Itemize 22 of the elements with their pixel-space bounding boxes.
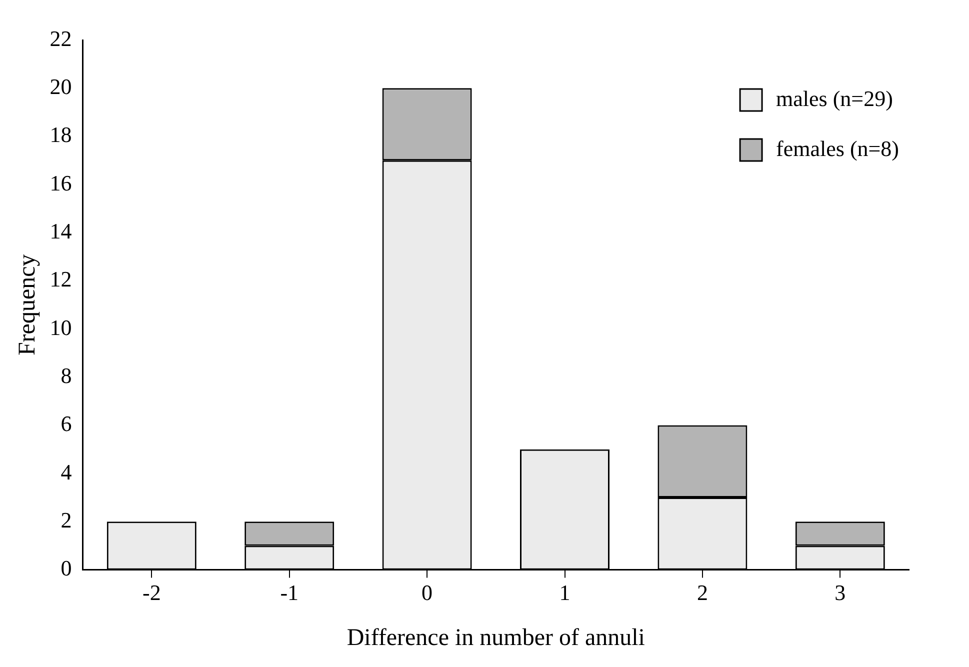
y-tick-label: 2 [60, 507, 72, 532]
legend-label: females (n=8) [776, 136, 900, 161]
y-tick-label: 20 [50, 74, 72, 99]
y-tick-label: 12 [50, 266, 72, 292]
y-tick-label: 18 [50, 122, 72, 148]
legend-label: males (n=29) [776, 86, 893, 111]
y-tick-label: 16 [50, 170, 72, 196]
x-tick-label: -2 [142, 580, 161, 605]
x-tick-label: -1 [280, 580, 299, 605]
x-tick-label: 0 [422, 580, 433, 605]
x-tick-label: 1 [559, 580, 570, 605]
y-tick-label: 0 [60, 556, 72, 581]
x-axis-title: Difference in number of annuli [346, 624, 646, 651]
y-tick-label: 6 [60, 411, 72, 436]
y-tick-label: 22 [50, 26, 72, 51]
x-tick-label: 2 [696, 580, 708, 605]
x-tick-label: 3 [834, 580, 846, 605]
y-tick-label: 4 [60, 459, 72, 484]
y-tick-label: 14 [50, 218, 72, 244]
y-tick-label: 8 [60, 362, 72, 388]
y-axis-title: Frequency [14, 254, 41, 356]
y-tick-label: 10 [50, 314, 72, 340]
